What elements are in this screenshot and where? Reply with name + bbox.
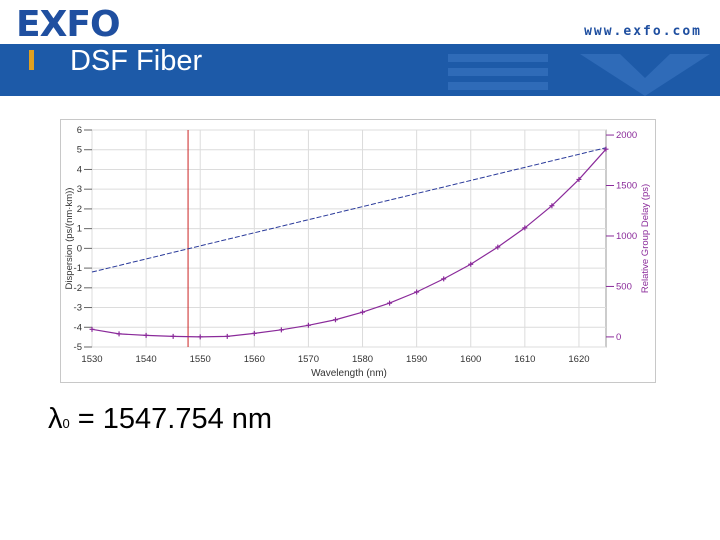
y-tick-label-left: 6 bbox=[77, 125, 82, 136]
x-tick-label: 1550 bbox=[190, 354, 211, 365]
y-tick-label-left: 3 bbox=[77, 184, 82, 195]
x-tick-label: 1620 bbox=[568, 354, 589, 365]
delay-data-point bbox=[143, 332, 149, 338]
delay-data-point bbox=[387, 300, 393, 306]
title-band bbox=[0, 44, 720, 96]
brand-bar bbox=[40, 50, 45, 70]
delay-data-point bbox=[495, 244, 501, 250]
delay-data-point bbox=[468, 261, 474, 267]
y-tick-label-left: 2 bbox=[77, 204, 82, 215]
brand-bar bbox=[51, 50, 56, 70]
y-tick-label-left: -3 bbox=[74, 303, 82, 314]
delay-data-point bbox=[224, 333, 230, 339]
lambda-symbol: λ bbox=[48, 403, 63, 435]
delay-data-point bbox=[360, 309, 366, 315]
x-tick-label: 1540 bbox=[136, 354, 157, 365]
x-tick-label: 1600 bbox=[460, 354, 481, 365]
zero-dispersion-formula: λ0 = 1547.754 nm bbox=[48, 403, 272, 436]
group-delay-curve bbox=[91, 148, 607, 338]
plot-area bbox=[91, 129, 607, 348]
y-tick-label-right: 1500 bbox=[616, 181, 637, 192]
chart-panel: 1530 1540 1550 1560 1570 1580 1590 1600 1610 1620… bbox=[60, 119, 656, 383]
y-tick-label-left: 1 bbox=[77, 224, 82, 235]
x-tick-label: 1560 bbox=[244, 354, 265, 365]
x-tick-label: 1530 bbox=[81, 354, 102, 365]
formula-value: = 1547.754 nm bbox=[77, 403, 273, 435]
y-tick-label-left: -5 bbox=[74, 342, 82, 353]
y-tick-label-right: 2000 bbox=[616, 130, 637, 141]
delay-data-point bbox=[278, 327, 284, 333]
brand-bar bbox=[18, 50, 23, 70]
decorative-pattern bbox=[448, 54, 710, 96]
page-title: DSF Fiber bbox=[70, 45, 203, 77]
x-tick-label: 1570 bbox=[298, 354, 319, 365]
x-axis-label: Wavelength (nm) bbox=[311, 368, 387, 379]
delay-data-point bbox=[603, 146, 609, 152]
website-url: www.exfo.com bbox=[584, 24, 702, 39]
delay-data-point bbox=[251, 330, 257, 336]
x-tick-label: 1590 bbox=[406, 354, 427, 365]
y-tick-label-right: 1000 bbox=[616, 231, 637, 242]
delay-data-point bbox=[116, 331, 122, 337]
y-tick-label-left: -2 bbox=[74, 283, 82, 294]
y-tick-label-left: -1 bbox=[74, 263, 82, 274]
x-tick-label: 1610 bbox=[514, 354, 535, 365]
delay-data-point bbox=[89, 326, 95, 332]
lambda-subscript: 0 bbox=[62, 416, 70, 431]
delay-data-point bbox=[332, 317, 338, 323]
y-tick-label-left: 4 bbox=[77, 164, 82, 175]
y-axis-label-right: Relative Group Delay (ps) bbox=[640, 184, 651, 293]
y-tick-label-left: 5 bbox=[77, 145, 82, 156]
y-axis-label-left: Dispersion (ps/(nm·km)) bbox=[64, 188, 75, 290]
y-tick-label-left: -4 bbox=[74, 322, 82, 333]
delay-data-point bbox=[170, 333, 176, 339]
delay-data-point bbox=[441, 276, 447, 282]
dispersion-chart: 1530 1540 1550 1560 1570 1580 1590 1600 1610 1620… bbox=[64, 125, 651, 379]
header: EXFO www.exfo.com DSF Fiber bbox=[0, 0, 720, 96]
dispersion-line bbox=[91, 147, 607, 273]
y-tick-label-right: 500 bbox=[616, 281, 632, 292]
brand-bar bbox=[29, 50, 34, 70]
delay-data-point bbox=[576, 176, 582, 182]
delay-data-point bbox=[197, 334, 203, 340]
x-tick-label: 1580 bbox=[352, 354, 373, 365]
y-tick-label-left: 0 bbox=[77, 243, 82, 254]
delay-data-point bbox=[522, 225, 528, 231]
delay-data-point bbox=[305, 322, 311, 328]
y-tick-label-right: 0 bbox=[616, 332, 621, 343]
delay-data-point bbox=[414, 289, 420, 295]
exfo-logo: EXFO bbox=[16, 4, 121, 45]
delay-data-point bbox=[549, 203, 555, 209]
brand-bars bbox=[18, 50, 68, 70]
